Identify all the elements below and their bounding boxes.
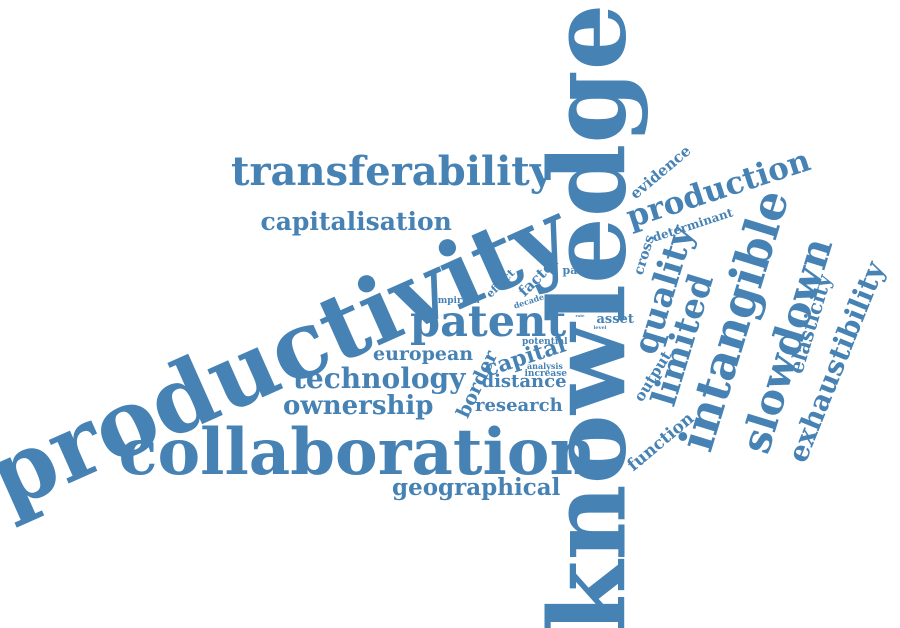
word-collaboration: collaboration xyxy=(118,415,596,490)
word-analysis: analysis xyxy=(527,361,563,371)
word-level: level xyxy=(593,324,607,331)
word-geographical: geographical xyxy=(392,473,561,501)
word-capitalisation: capitalisation xyxy=(260,206,452,236)
word-asset: asset xyxy=(596,311,634,327)
word-rate: rate xyxy=(575,313,585,318)
word-ownership: ownership xyxy=(283,391,434,421)
word-empirical: empirical xyxy=(432,295,480,306)
word-research: research xyxy=(475,395,563,416)
word-increase: increase xyxy=(524,368,568,379)
word-total: total xyxy=(573,298,611,314)
word-distance: distance xyxy=(481,371,567,392)
word-transferability: transferability xyxy=(231,148,553,195)
word-european: european xyxy=(373,342,474,365)
word-patent: patent xyxy=(410,296,567,347)
word-potential: potential xyxy=(522,336,568,347)
word-technology: technology xyxy=(293,362,466,395)
word-partner: partner xyxy=(562,263,610,277)
